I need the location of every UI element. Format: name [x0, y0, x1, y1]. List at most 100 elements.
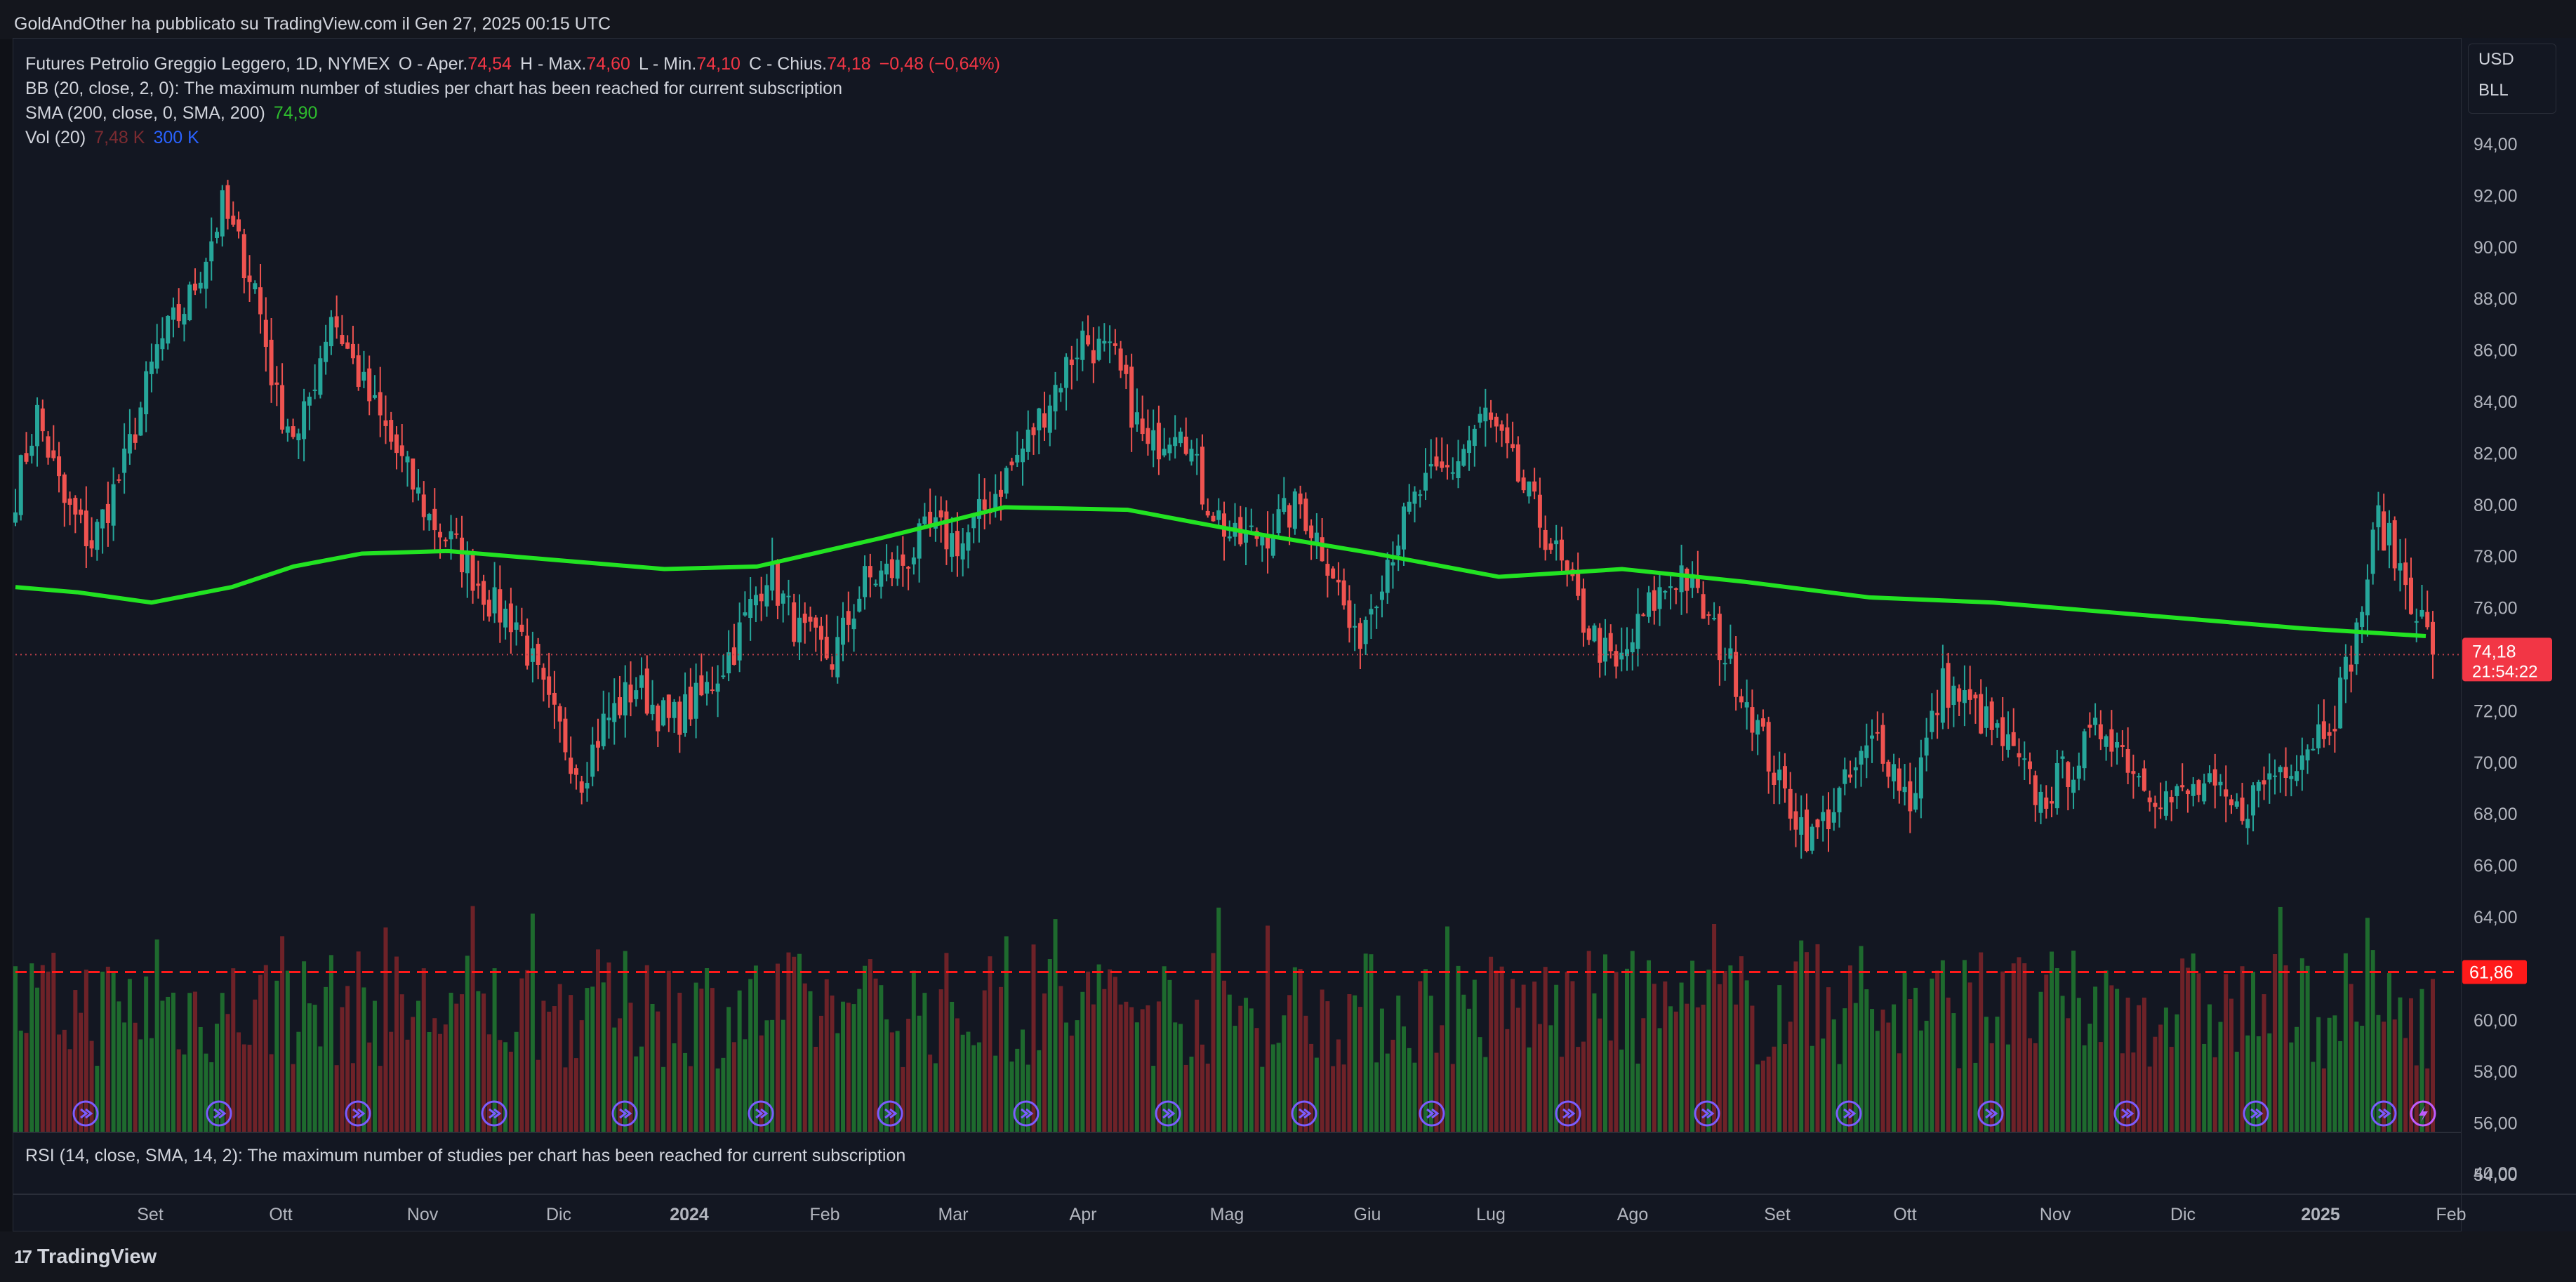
candle-body[interactable] [928, 511, 933, 525]
candle-body[interactable] [1146, 428, 1150, 444]
candle-body[interactable] [2022, 758, 2027, 760]
candle-body[interactable] [1728, 648, 1733, 659]
candle-body[interactable] [1434, 456, 1439, 467]
candle-body[interactable] [133, 434, 138, 443]
candle-body[interactable] [2185, 790, 2190, 795]
candle-body[interactable] [1722, 663, 1727, 665]
candle-body[interactable] [2365, 579, 2370, 616]
candle-body[interactable] [160, 338, 165, 350]
candle-body[interactable] [2005, 734, 2010, 750]
candle-body[interactable] [541, 668, 546, 680]
candle-body[interactable] [438, 531, 443, 538]
candle-body[interactable] [1782, 766, 1787, 788]
candle-body[interactable] [601, 713, 606, 746]
candle-body[interactable] [2251, 785, 2256, 816]
candle-body[interactable] [1200, 447, 1204, 505]
candle-body[interactable] [830, 664, 835, 670]
candle-body[interactable] [258, 287, 263, 315]
candle-body[interactable] [1962, 690, 1967, 703]
candle-body[interactable] [590, 744, 595, 777]
candle-body[interactable] [307, 397, 312, 406]
candle-body[interactable] [411, 458, 416, 490]
candle-body[interactable] [917, 523, 922, 559]
candle-body[interactable] [1118, 348, 1123, 371]
candle-body[interactable] [263, 319, 268, 348]
candle-body[interactable] [606, 718, 611, 720]
candle-body[interactable] [1303, 498, 1308, 531]
candle-body[interactable] [361, 371, 366, 381]
candle-body[interactable] [1886, 761, 1891, 777]
candle-body[interactable] [1706, 614, 1711, 616]
candle-body[interactable] [2175, 786, 2179, 796]
candle-body[interactable] [2098, 724, 2103, 740]
candle-body[interactable] [2207, 773, 2212, 783]
candle-body[interactable] [1973, 694, 1978, 699]
candle-body[interactable] [1766, 722, 1771, 772]
candle-body[interactable] [460, 537, 465, 573]
economic-event-icon[interactable] [1555, 1100, 1581, 1127]
candle-body[interactable] [710, 689, 715, 692]
candle-body[interactable] [1499, 424, 1504, 431]
candle-body[interactable] [1532, 481, 1537, 492]
candle-body[interactable] [1679, 565, 1684, 593]
candle-body[interactable] [2354, 622, 2359, 665]
candle-body[interactable] [1075, 357, 1080, 359]
candle-body[interactable] [1586, 628, 1591, 640]
candle-body[interactable] [1357, 623, 1362, 649]
economic-event-icon[interactable] [345, 1100, 371, 1127]
candle-body[interactable] [552, 692, 557, 705]
candle-body[interactable] [950, 533, 955, 557]
candle-body[interactable] [2321, 721, 2326, 739]
candle-body[interactable] [508, 603, 513, 633]
economic-event-icon[interactable] [2370, 1100, 2397, 1127]
candle-body[interactable] [901, 554, 905, 566]
economic-event-icon[interactable] [206, 1100, 232, 1127]
candle-body[interactable] [781, 593, 785, 604]
candle-body[interactable] [1701, 594, 1706, 619]
candle-body[interactable] [389, 420, 394, 442]
candle-body[interactable] [1472, 428, 1477, 447]
candle-body[interactable] [1205, 510, 1210, 516]
candle-body[interactable] [1592, 625, 1597, 642]
economic-event-icon[interactable] [1977, 1100, 2004, 1127]
candle-body[interactable] [2425, 612, 2430, 628]
candle-body[interactable] [345, 342, 350, 349]
candle-body[interactable] [486, 600, 491, 617]
candle-body[interactable] [536, 644, 540, 666]
candle-body[interactable] [1602, 637, 1607, 662]
candle-body[interactable] [1320, 537, 1324, 562]
candle-body[interactable] [2311, 748, 2316, 751]
candle-body[interactable] [1750, 707, 1755, 733]
candle-body[interactable] [547, 676, 552, 695]
candle-body[interactable] [280, 385, 285, 430]
candle-body[interactable] [775, 562, 780, 606]
candle-body[interactable] [835, 637, 840, 678]
candle-body[interactable] [285, 426, 290, 433]
flash-event-icon[interactable] [2410, 1100, 2436, 1127]
candle-body[interactable] [154, 344, 159, 369]
candle-body[interactable] [879, 570, 884, 587]
candle-body[interactable] [1853, 767, 1858, 771]
candle-body[interactable] [715, 683, 720, 692]
candle-body[interactable] [383, 420, 388, 426]
candle-body[interactable] [1478, 414, 1482, 423]
candle-body[interactable] [1625, 649, 1629, 656]
economic-event-icon[interactable] [1835, 1100, 1862, 1127]
candle-body[interactable] [372, 395, 377, 398]
candle-body[interactable] [1015, 454, 1020, 463]
candle-body[interactable] [1652, 590, 1657, 611]
candle-body[interactable] [1734, 652, 1739, 697]
candle-body[interactable] [2218, 781, 2223, 786]
candle-body[interactable] [1608, 633, 1613, 652]
candle-body[interactable] [2202, 783, 2207, 802]
candle-body[interactable] [2262, 780, 2266, 785]
candle-body[interactable] [2038, 791, 2043, 813]
candle-body[interactable] [814, 617, 818, 628]
candle-body[interactable] [688, 686, 693, 720]
candle-body[interactable] [1021, 448, 1025, 463]
candle-body[interactable] [1815, 819, 1820, 828]
candle-body[interactable] [1902, 786, 1907, 793]
candle-body[interactable] [1211, 515, 1216, 522]
candle-body[interactable] [2137, 776, 2142, 778]
